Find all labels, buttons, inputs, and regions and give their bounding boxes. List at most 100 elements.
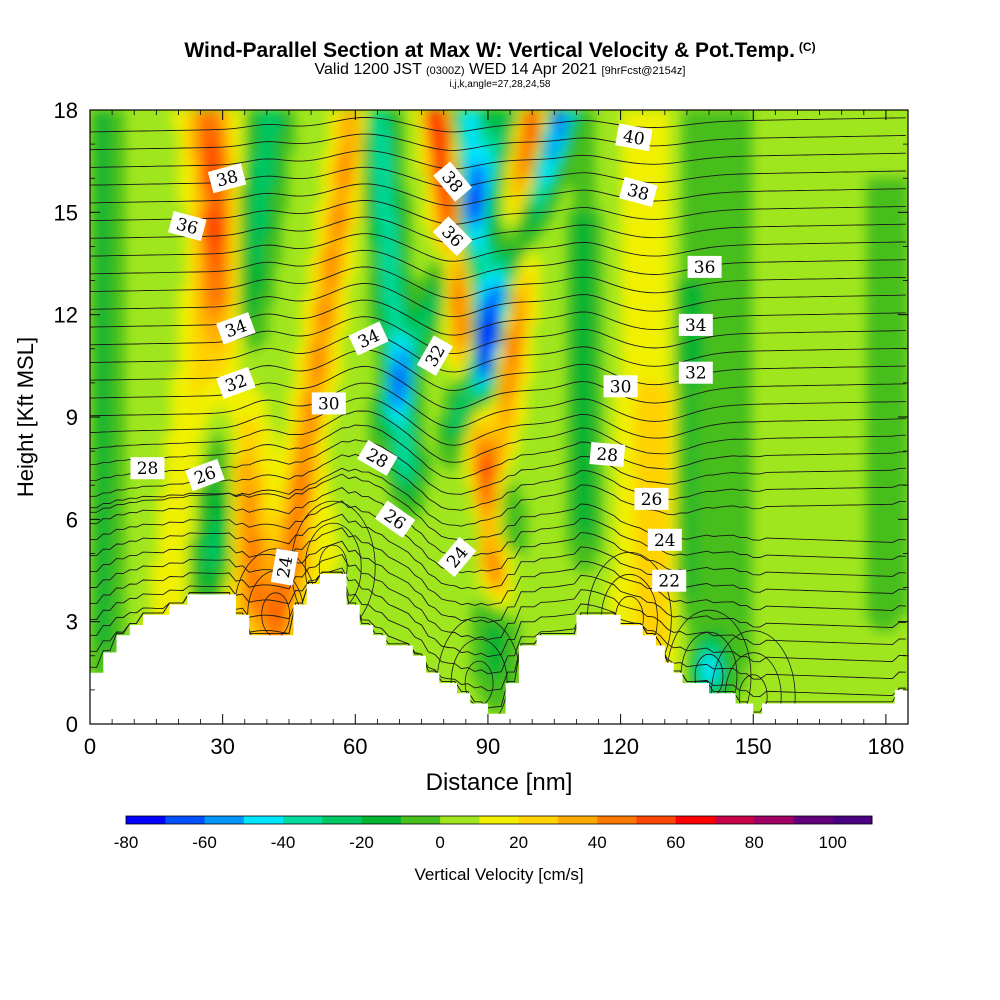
field-cell	[743, 177, 752, 188]
field-cell	[246, 110, 255, 120]
field-cell	[587, 527, 595, 537]
field-cell	[716, 280, 725, 290]
field-cell	[96, 245, 105, 256]
field-cell	[96, 663, 105, 674]
field-cell	[743, 110, 752, 120]
field-cell	[866, 245, 875, 256]
field-cell	[593, 237, 602, 247]
field-cell	[328, 339, 336, 350]
field-cell	[648, 110, 657, 120]
field-cell	[191, 365, 200, 375]
field-cell	[634, 322, 643, 333]
field-cell	[873, 399, 882, 409]
field-cell	[723, 237, 732, 247]
field-cell	[293, 535, 302, 546]
field-cell	[246, 288, 255, 299]
field-cell	[409, 288, 418, 299]
field-cell	[266, 484, 275, 495]
field-cell	[437, 262, 445, 273]
field-cell	[702, 110, 711, 120]
field-cell	[648, 621, 657, 631]
field-cell	[307, 518, 316, 529]
field-cell	[477, 535, 486, 546]
field-cell	[109, 110, 118, 120]
field-cell	[198, 535, 207, 546]
field-cell	[866, 476, 875, 486]
field-cell	[743, 578, 752, 589]
field-cell	[184, 450, 193, 461]
field-cell	[368, 177, 377, 188]
field-cell	[512, 339, 520, 350]
field-cell	[512, 527, 520, 537]
field-cell	[682, 177, 691, 188]
field-cell	[225, 339, 234, 350]
field-cell	[730, 638, 739, 648]
field-cell	[348, 254, 357, 265]
field-cell	[205, 228, 214, 239]
field-cell	[341, 110, 350, 120]
field-cell	[409, 305, 418, 316]
field-cell	[307, 280, 316, 290]
field-cell	[205, 561, 214, 572]
field-cell	[477, 314, 486, 324]
field-cell	[246, 535, 255, 546]
field-cell	[593, 535, 602, 546]
field-cell	[239, 442, 248, 452]
field-cell	[198, 271, 207, 282]
field-cell	[662, 314, 670, 324]
field-cell	[484, 228, 493, 239]
field-cell	[634, 365, 643, 375]
field-cell	[314, 569, 323, 580]
field-cell	[873, 544, 882, 554]
field-cell	[164, 484, 173, 495]
field-cell	[437, 160, 445, 171]
field-cell	[443, 245, 452, 256]
field-cell	[709, 561, 718, 572]
field-cell	[443, 288, 452, 299]
field-cell	[566, 373, 575, 384]
field-cell	[116, 143, 125, 154]
field-cell	[900, 331, 908, 341]
field-cell	[634, 117, 643, 128]
field-cell	[266, 442, 275, 452]
field-cell	[593, 331, 602, 341]
field-cell	[743, 262, 752, 273]
field-cell	[573, 152, 582, 162]
field-cell	[90, 587, 98, 597]
field-cell	[109, 442, 118, 452]
field-cell	[866, 390, 875, 401]
field-cell	[164, 476, 173, 486]
field-cell	[682, 254, 691, 265]
field-cell	[689, 672, 698, 682]
field-cell	[90, 629, 98, 640]
field-cell	[116, 160, 125, 171]
theta-contour-line	[90, 439, 906, 495]
field-cell	[103, 194, 111, 205]
field-cell	[512, 322, 520, 333]
field-cell	[648, 399, 657, 409]
field-cell	[682, 237, 691, 247]
field-cell	[627, 117, 636, 128]
field-cell	[866, 305, 875, 316]
field-cell	[532, 117, 541, 128]
field-cell	[246, 569, 255, 580]
field-cell	[634, 510, 643, 520]
valid-utc: (0300Z)	[426, 65, 465, 77]
field-cell	[389, 271, 398, 282]
field-cell	[682, 433, 691, 444]
field-cell	[716, 356, 725, 367]
field-cell	[737, 535, 745, 546]
field-cell	[403, 280, 411, 290]
field-cell	[518, 314, 527, 324]
field-cell	[403, 390, 411, 401]
field-cell	[232, 186, 241, 196]
field-cell	[205, 135, 214, 145]
field-cell	[334, 254, 343, 265]
field-cell	[512, 262, 520, 273]
field-cell	[437, 297, 445, 307]
field-cell	[477, 493, 486, 503]
field-cell	[866, 211, 875, 222]
field-cell	[362, 186, 371, 196]
field-cell	[218, 152, 227, 162]
